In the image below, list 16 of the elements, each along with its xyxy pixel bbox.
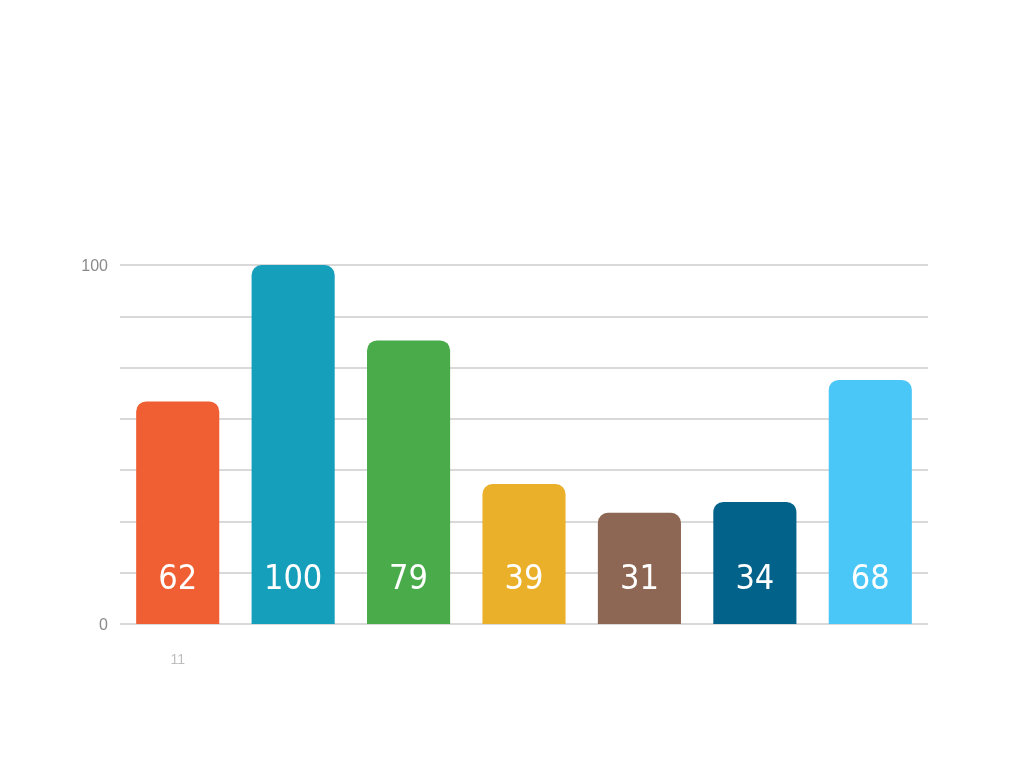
data-label: 31 <box>619 557 659 597</box>
data-label: 100 <box>263 557 323 597</box>
bar <box>828 379 912 624</box>
bar <box>713 501 797 624</box>
data-label: 62 <box>158 557 198 597</box>
bar <box>136 401 220 624</box>
data-label: 68 <box>850 557 890 597</box>
data-label: 79 <box>389 557 429 597</box>
bar <box>367 340 451 624</box>
bar <box>482 483 566 624</box>
data-label: 39 <box>504 557 544 597</box>
x-tick-label: 11 <box>170 651 186 667</box>
bar <box>251 265 335 624</box>
bar <box>597 512 681 624</box>
data-label: 34 <box>735 557 775 597</box>
y-tick-label: 0 <box>99 615 109 633</box>
